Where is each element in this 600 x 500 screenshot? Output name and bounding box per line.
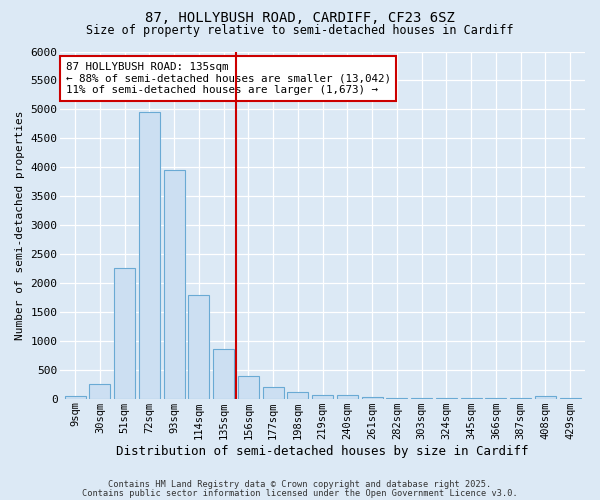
Text: 87, HOLLYBUSH ROAD, CARDIFF, CF23 6SZ: 87, HOLLYBUSH ROAD, CARDIFF, CF23 6SZ: [145, 11, 455, 25]
Bar: [337, 396, 358, 398]
Bar: [263, 388, 284, 398]
Bar: [362, 397, 383, 398]
Bar: [238, 376, 259, 398]
Bar: [65, 396, 86, 398]
Bar: [535, 396, 556, 398]
Bar: [213, 350, 234, 399]
Bar: [114, 268, 135, 398]
Bar: [139, 112, 160, 399]
Bar: [287, 392, 308, 398]
Text: Contains HM Land Registry data © Crown copyright and database right 2025.: Contains HM Land Registry data © Crown c…: [109, 480, 491, 489]
Text: 87 HOLLYBUSH ROAD: 135sqm
← 88% of semi-detached houses are smaller (13,042)
11%: 87 HOLLYBUSH ROAD: 135sqm ← 88% of semi-…: [65, 62, 391, 95]
X-axis label: Distribution of semi-detached houses by size in Cardiff: Distribution of semi-detached houses by …: [116, 444, 529, 458]
Y-axis label: Number of semi-detached properties: Number of semi-detached properties: [15, 110, 25, 340]
Text: Contains public sector information licensed under the Open Government Licence v3: Contains public sector information licen…: [82, 488, 518, 498]
Bar: [312, 394, 333, 398]
Bar: [188, 294, 209, 399]
Bar: [89, 384, 110, 398]
Text: Size of property relative to semi-detached houses in Cardiff: Size of property relative to semi-detach…: [86, 24, 514, 37]
Bar: [164, 170, 185, 398]
